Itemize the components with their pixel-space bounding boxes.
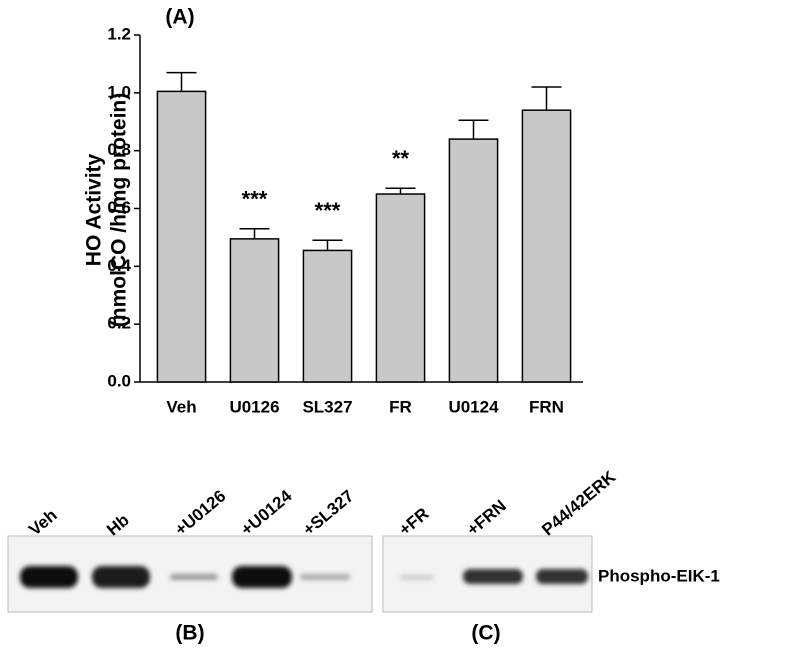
- lane-label: +U0124: [237, 486, 296, 539]
- y-axis-title: HO Activity: [83, 153, 106, 266]
- significance-label: ***: [315, 198, 341, 223]
- y-axis-subtitle: (nmolCO /h/mg protein): [108, 93, 131, 327]
- y-tick-label: 0.2: [107, 314, 131, 333]
- significance-label: ***: [242, 187, 268, 212]
- bands: [20, 566, 350, 588]
- bar: [229, 238, 280, 383]
- y-tick-label: 1.2: [107, 24, 131, 43]
- y-tick-label: 1.0: [107, 82, 131, 101]
- panel-label: (B): [175, 622, 204, 645]
- lane-label: +U0126: [171, 486, 229, 539]
- lane-label: +FR: [395, 504, 432, 540]
- bar: [302, 249, 353, 383]
- panel-label: (C): [471, 622, 500, 645]
- x-tick-label: Veh: [166, 397, 196, 416]
- significance-label: **: [392, 146, 410, 171]
- y-tick-label: 0.4: [107, 256, 131, 275]
- y-tick-label: 0.6: [107, 198, 131, 217]
- bands: [400, 569, 588, 584]
- panel-label: (A): [165, 6, 194, 29]
- y-axis-label: HO Activity (nmolCO /h/mg protein): [83, 93, 131, 327]
- x-tick-label: U0124: [448, 397, 499, 416]
- lane-label: +SL327: [299, 486, 357, 539]
- x-tick-label: FR: [389, 397, 412, 416]
- lane-label: Veh: [25, 506, 60, 540]
- bar: [521, 109, 572, 383]
- x-tick-label: U0126: [229, 397, 279, 416]
- protein-label: Phospho-EIK-1: [598, 566, 720, 585]
- y-tick-label: 0.8: [107, 140, 131, 159]
- bar: [375, 193, 426, 383]
- lane-labels: Veh Hb +U0126 +U0124 +SL327 +FR +FRN P44/42ERK: [25, 467, 620, 540]
- bar: [156, 90, 207, 383]
- lane-label: P44/42ERK: [538, 467, 620, 540]
- lane-label: Hb: [103, 510, 133, 539]
- bar: [448, 138, 499, 383]
- x-tick-label: SL327: [302, 397, 352, 416]
- y-tick-label: 0.0: [107, 371, 131, 390]
- x-tick-label: FRN: [529, 397, 564, 416]
- blot-panel-b: [7, 535, 373, 613]
- blot-panel-c: [382, 535, 593, 613]
- lane-label: +FRN: [463, 496, 510, 539]
